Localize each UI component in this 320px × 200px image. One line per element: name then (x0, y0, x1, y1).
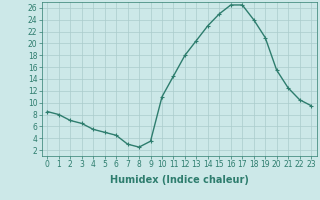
X-axis label: Humidex (Indice chaleur): Humidex (Indice chaleur) (110, 175, 249, 185)
